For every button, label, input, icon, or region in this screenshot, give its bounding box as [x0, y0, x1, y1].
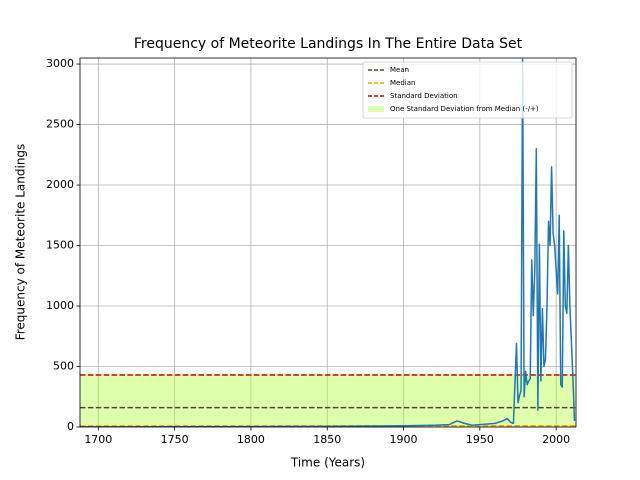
x-axis-label: Time (Years)	[290, 456, 365, 470]
y-tick-label: 1500	[46, 239, 74, 252]
x-tick-label: 1850	[313, 433, 341, 446]
chart-title: Frequency of Meteorite Landings In The E…	[134, 36, 523, 52]
x-tick-label: 1800	[237, 433, 265, 446]
y-tick-label: 0	[67, 420, 74, 433]
legend-label: Standard Deviation	[390, 92, 458, 100]
y-tick-label: 2000	[46, 178, 74, 191]
legend-label: One Standard Deviation from Median (-/+)	[390, 105, 539, 113]
plot-area	[80, 58, 576, 427]
legend-swatch	[368, 106, 384, 112]
x-tick-label: 1900	[390, 433, 418, 446]
legend-label: Median	[390, 79, 415, 87]
std-band	[80, 373, 576, 427]
legend-label: Mean	[390, 66, 409, 74]
y-tick-label: 1000	[46, 299, 74, 312]
y-tick-label: 3000	[46, 57, 74, 70]
x-tick-label: 1950	[466, 433, 494, 446]
data-line	[80, 58, 576, 427]
legend-frame	[362, 61, 573, 119]
axes: 1700 1750 1800 1850 1900 1950 2000 0 500 1000 1500…	[46, 57, 577, 446]
y-axis-label: Frequency of Meteorite Landings	[14, 144, 28, 341]
y-tick-label: 500	[53, 360, 74, 373]
axes-frame	[79, 57, 577, 428]
y-tick-label: 2500	[46, 118, 74, 131]
legend: Mean Median Standard Deviation One Standard…	[362, 61, 573, 119]
x-tick-label: 1750	[161, 433, 189, 446]
x-tick-label: 2000	[542, 433, 570, 446]
x-tick-label: 1700	[84, 433, 112, 446]
